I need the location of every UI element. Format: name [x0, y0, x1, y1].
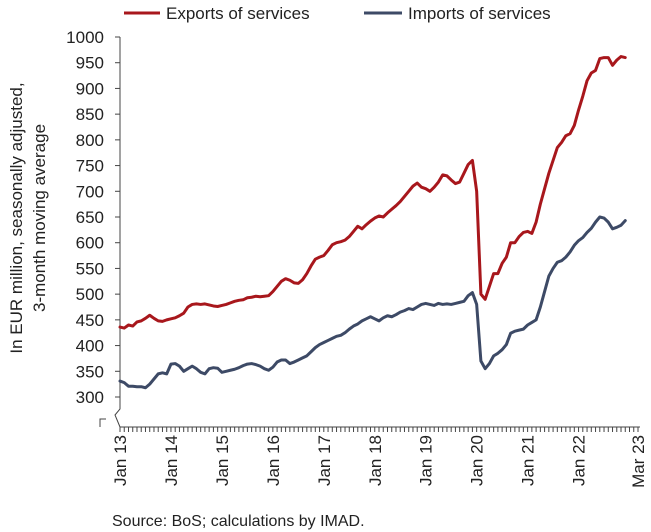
y-tick-label: 550	[76, 259, 104, 278]
x-tick-label: Jan 20	[468, 435, 487, 486]
y-axis-label-line2: 3-month moving average	[30, 124, 49, 312]
y-tick-label: 600	[76, 234, 104, 253]
y-tick-label: 350	[76, 362, 104, 381]
x-tick-label: Mar 23	[629, 435, 648, 488]
x-tick-label: Jan 19	[417, 435, 436, 486]
y-tick-label: 400	[76, 337, 104, 356]
x-tick-label: Jan 21	[519, 435, 538, 486]
y-tick-label: 500	[76, 285, 104, 304]
source-note: Source: BoS; calculations by IMAD.	[112, 513, 365, 530]
x-tick-label: Jan 18	[366, 435, 385, 486]
y-ticks: 300 350 400 450 500 550 600 650 700 750 800 850 900 9…	[66, 28, 120, 407]
legend: Exports of services Imports of services	[124, 4, 551, 23]
y-tick-label: 1000	[66, 28, 104, 47]
y-tick-label: 700	[76, 182, 104, 201]
legend-label-exports: Exports of services	[166, 4, 310, 23]
y-axis-line	[114, 37, 121, 428]
x-tick-label: Jan 16	[264, 435, 283, 486]
y-tick-label: 450	[76, 311, 104, 330]
axis-break-mark	[99, 418, 106, 427]
y-axis-label-line1: In EUR million, seasonally adjusted,	[7, 82, 26, 353]
series-line-imports	[118, 215, 627, 390]
y-tick-label: 800	[76, 131, 104, 150]
x-tick-label: Jan 14	[162, 435, 181, 486]
y-tick-label: 750	[76, 157, 104, 176]
series-line-exports	[118, 55, 627, 330]
y-tick-label: 900	[76, 79, 104, 98]
x-tick-label: Jan 22	[570, 435, 589, 486]
y-tick-label: 950	[76, 54, 104, 73]
series-lines	[118, 55, 627, 390]
legend-label-imports: Imports of services	[408, 4, 551, 23]
x-tick-label: Jan 17	[315, 435, 334, 486]
y-tick-label: 650	[76, 208, 104, 227]
x-tick-label: Jan 13	[111, 435, 130, 486]
y-tick-label: 850	[76, 105, 104, 124]
y-axis-title: In EUR million, seasonally adjusted, 3-m…	[7, 82, 49, 353]
x-ticks: Jan 13 Jan 14 Jan 15 Jan 16 Jan 17 Jan 18 Jan …	[111, 427, 648, 488]
y-tick-label: 300	[76, 388, 104, 407]
x-tick-label: Jan 15	[213, 435, 232, 486]
